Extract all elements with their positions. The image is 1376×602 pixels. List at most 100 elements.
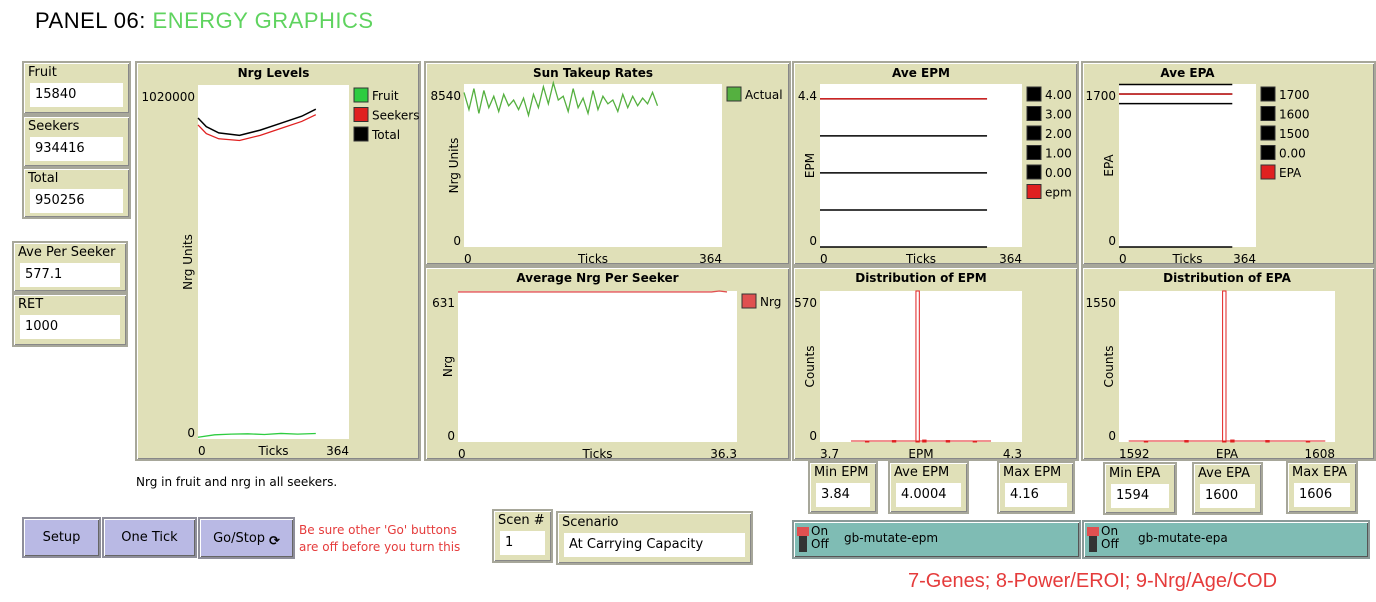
y-axis-label: Nrg	[441, 356, 455, 377]
x-tick-label: 364	[699, 252, 722, 264]
switch-on-label: On	[1101, 524, 1119, 538]
y-axis-label: Counts	[803, 346, 817, 388]
x-tick-label: 4.3	[1003, 447, 1022, 459]
monitor-value: 15840	[30, 83, 123, 107]
legend-label: 0.00	[1279, 147, 1306, 161]
input-value[interactable]: 1	[500, 531, 545, 555]
y-axis-label: Counts	[1102, 346, 1116, 388]
switch-gb-mutate-epm[interactable]: On Off gb-mutate-epm	[792, 520, 1081, 559]
switch-toggle-icon[interactable]	[1087, 527, 1099, 552]
y-tick-label: 0	[453, 234, 461, 248]
plot-distribution-epa: Distribution of EPA EPA Counts 1592 1608 0 155…	[1081, 266, 1376, 461]
legend-swatch	[1026, 184, 1042, 199]
legend-swatch	[1026, 106, 1042, 121]
legend-label: 1.00	[1045, 147, 1072, 161]
y-axis-label: EPA	[1102, 154, 1116, 177]
legend-swatch	[353, 126, 369, 142]
legend-label: epm	[1045, 186, 1072, 200]
y-tick-label: 1700	[1085, 89, 1116, 103]
switch-toggle-icon[interactable]	[797, 527, 809, 552]
forever-icon: ⟳	[269, 533, 280, 549]
input-scen-number[interactable]: Scen # 1	[492, 509, 553, 563]
chooser-value[interactable]: At Carrying Capacity	[564, 533, 745, 557]
monitor-value: 3.84	[816, 483, 870, 507]
plot-area	[458, 291, 737, 442]
monitor-label: Seekers	[28, 119, 80, 134]
monitor-ave-epm: Ave EPM 4.0004	[888, 461, 969, 514]
plot-average-nrg-per-seeker: Average Nrg Per Seeker Ticks Nrg 0 36.3 0 631 N…	[424, 266, 791, 461]
monitor-ret: RET 1000	[12, 293, 128, 347]
x-tick-label: 0	[820, 252, 828, 264]
panel-name: ENERGY GRAPHICS	[152, 8, 374, 33]
monitor-value: 1600	[1200, 484, 1255, 508]
plot-ave-epm: Ave EPM Ticks EPM 0 364 0 4.4 4.00 3.00 2.00 1.00 0…	[792, 61, 1079, 266]
y-axis-label: Nrg Units	[447, 138, 461, 194]
monitor-max-epa: Max EPA 1606	[1286, 461, 1358, 514]
note-text: Nrg in fruit and nrg in all seekers.	[136, 475, 338, 489]
series-line-Nrg	[458, 290, 728, 293]
plot-nrg-levels: Nrg Levels Ticks Nrg Units 0 364 0 1020000 Frui…	[135, 61, 421, 461]
legend-swatch	[1260, 145, 1276, 160]
switch-off-label: Off	[1101, 537, 1119, 551]
button-label: One Tick	[121, 530, 178, 545]
y-tick-label: 1570	[794, 296, 817, 310]
go-stop-button[interactable]: Go/Stop ⟳	[198, 517, 295, 559]
y-axis-label: Nrg Units	[181, 234, 195, 290]
y-tick-label: 1020000	[142, 90, 195, 104]
histogram-bar	[1265, 440, 1270, 443]
plot-area	[464, 84, 722, 247]
plot-area	[1119, 291, 1335, 442]
histogram-bar	[1222, 290, 1227, 443]
monitor-ave-per-seeker: Ave Per Seeker 577.1	[12, 241, 128, 293]
switch-label: gb-mutate-epa	[1138, 531, 1228, 545]
monitor-label: RET	[18, 297, 44, 312]
monitor-ave-epa: Ave EPA 1600	[1192, 462, 1263, 515]
monitor-fruit: Fruit 15840	[22, 61, 131, 115]
legend-label: 1600	[1279, 108, 1310, 122]
monitor-label: Max EPA	[1292, 465, 1348, 480]
legend-label: 0.00	[1045, 166, 1072, 180]
histogram-bar	[945, 440, 951, 443]
legend-label: Total	[371, 128, 400, 142]
x-tick-label: 0	[464, 252, 472, 264]
monitor-value: 1594	[1111, 484, 1169, 508]
monitor-label: Fruit	[28, 65, 57, 80]
x-axis-label: Ticks	[577, 252, 608, 264]
legend-swatch	[1260, 106, 1276, 121]
x-tick-label: 364	[1233, 252, 1256, 264]
ave-epm-svg: Ave EPM Ticks EPM 0 364 0 4.4 4.00 3.00 2.00 1.00 0…	[798, 66, 1072, 264]
monitor-total: Total 950256	[22, 167, 131, 219]
x-tick-label: 364	[326, 444, 349, 458]
button-label: Setup	[42, 530, 81, 545]
setup-button[interactable]: Setup	[22, 517, 101, 558]
monitor-max-epm: Max EPM 4.16	[997, 461, 1075, 514]
x-tick-label: 0	[1119, 252, 1127, 264]
dist-epa-svg: Distribution of EPA EPA Counts 1592 1608 0 155…	[1085, 271, 1335, 459]
x-axis-label: Ticks	[1171, 252, 1202, 264]
legend-label: Fruit	[372, 89, 399, 103]
plot-area	[820, 84, 1022, 247]
panel-number: PANEL 06:	[35, 8, 146, 33]
switch-gb-mutate-epa[interactable]: On Off gb-mutate-epa	[1082, 520, 1370, 559]
y-axis-label: EPM	[803, 153, 817, 178]
legend-swatch	[1026, 145, 1042, 160]
legend-swatch	[1026, 125, 1042, 141]
y-tick-label: 0	[447, 429, 455, 443]
y-tick-label: 631	[432, 296, 455, 310]
x-tick-label: 0	[458, 447, 466, 459]
page-title: PANEL 06: ENERGY GRAPHICS	[35, 8, 374, 34]
x-tick-label: 1608	[1304, 447, 1335, 459]
legend-swatch	[741, 293, 757, 309]
x-tick-label: 364	[999, 252, 1022, 264]
legend-swatch	[1026, 164, 1042, 180]
series-line-Seekers	[197, 114, 317, 142]
switch-state-labels: On Off	[1101, 525, 1119, 551]
monitor-value: 950256	[30, 189, 123, 213]
legend-label: Nrg	[760, 295, 781, 309]
one-tick-button[interactable]: One Tick	[102, 517, 197, 558]
legend-swatch	[1260, 125, 1276, 141]
plot-sun-takeup-rates: Sun Takeup Rates Ticks Nrg Units 0 364 0 8540 A…	[424, 61, 791, 266]
histogram-bar	[922, 439, 927, 443]
chart-title: Distribution of EPM	[855, 271, 987, 285]
chooser-scenario[interactable]: Scenario At Carrying Capacity	[556, 511, 753, 565]
